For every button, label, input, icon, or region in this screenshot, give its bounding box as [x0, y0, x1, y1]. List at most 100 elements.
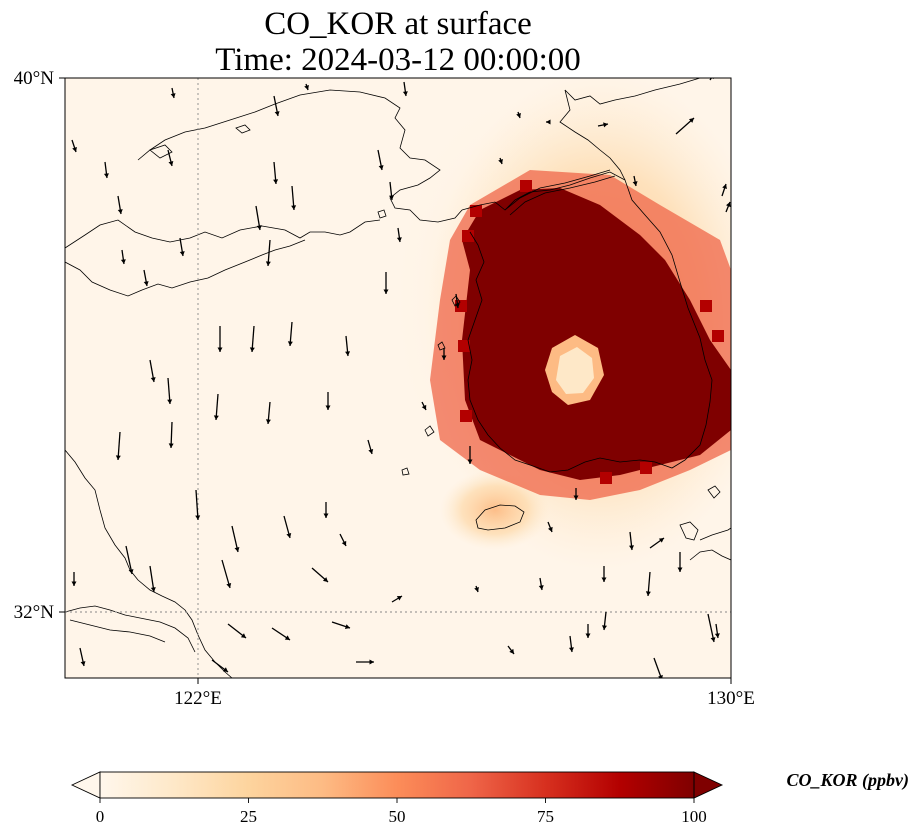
wind-arrow-head	[369, 659, 374, 665]
wind-arrow-head	[71, 581, 77, 586]
wind-arrow-head	[150, 587, 156, 592]
wind-arrow-head	[467, 459, 473, 464]
colorbar-ticks: 0 25 50 75 100	[96, 798, 707, 826]
wind-arrow-head	[516, 112, 521, 118]
wind-arrow-head	[454, 303, 460, 308]
wind-arrow-head	[645, 591, 651, 596]
wind-arrow-head	[170, 93, 176, 98]
wind-arrow-head	[284, 635, 290, 640]
wind-arrow-head	[249, 347, 255, 352]
wind-arrow-head	[498, 158, 503, 164]
lat-label-32: 32°N	[14, 602, 55, 623]
wind-arrow-shaft	[117, 431, 121, 461]
wind-arrow-head	[222, 667, 228, 672]
lon-label-130: 130°E	[707, 688, 755, 709]
wind-arrow-head	[240, 633, 246, 638]
wind-arrow-head	[538, 585, 544, 590]
wind-arrow-head	[396, 596, 402, 601]
plume-hole-center	[556, 347, 594, 394]
map-title: CO_KOR at surface	[264, 6, 532, 42]
wind-arrow-head	[629, 545, 634, 550]
colorbar: 0 25 50 75 100 CO_KOR (ppbv)	[70, 770, 909, 826]
wind-arrow-head	[325, 405, 331, 410]
wind-arrow-head	[396, 237, 402, 242]
colorbar-tick-label: 0	[96, 807, 105, 826]
wind-arrow-head	[677, 567, 683, 572]
colorbar-extend-low	[70, 771, 101, 799]
wind-arrow-head	[72, 146, 77, 152]
wind-arrow-head	[632, 181, 638, 186]
wind-arrow-shaft	[125, 545, 133, 575]
wind-arrow-head	[602, 625, 607, 630]
wind-arrow-head	[344, 624, 350, 629]
map-frame	[64, 77, 732, 679]
wind-arrow-head	[265, 419, 271, 424]
wind-arrow-head	[274, 111, 280, 116]
wind-arrow-head	[273, 179, 279, 184]
wind-arrow-head	[601, 577, 607, 582]
colorbar-tick-label: 75	[537, 807, 554, 826]
wind-arrow-head	[168, 161, 174, 166]
wind-arrow-head	[304, 84, 309, 90]
wind-arrow-head	[345, 351, 351, 356]
wind-arrow-head	[322, 577, 328, 582]
wind-arrow-head	[368, 448, 374, 454]
wind-arrow-head	[168, 443, 174, 448]
axis-ticks	[59, 77, 732, 684]
wind-arrow-head	[603, 122, 608, 128]
wind-arrow-head	[265, 261, 271, 266]
colorbar-extend-high	[693, 771, 724, 799]
colorbar-gradient	[100, 772, 694, 798]
colorbar-tick-label: 100	[681, 807, 707, 826]
wind-arrow-shaft	[709, 78, 713, 81]
wind-arrow-head	[323, 513, 329, 518]
wind-arrow-head	[441, 355, 447, 360]
colorbar-tick-label: 25	[240, 807, 257, 826]
map-area	[65, 78, 731, 678]
wind-arrow-head	[150, 377, 156, 382]
lon-label-122: 122°E	[174, 688, 222, 709]
wind-arrow-head	[421, 404, 427, 410]
wind-arrow-head	[548, 526, 553, 532]
wind-arrow-head	[115, 455, 121, 460]
gridlines	[65, 78, 731, 678]
wind-arrow-head	[389, 195, 394, 200]
lat-label-40: 40°N	[14, 68, 55, 89]
wind-arrow-head	[195, 515, 201, 520]
wind-arrow-head	[378, 165, 384, 170]
wind-arrow-shaft	[195, 489, 199, 521]
wind-arrow-head	[179, 251, 185, 256]
wind-arrow-head	[286, 533, 292, 538]
wind-arrow-head	[585, 633, 591, 638]
wind-arrow-head	[226, 582, 232, 588]
wind-vectors	[71, 78, 731, 678]
map-subtitle-time: Time: 2024-03-12 00:00:00	[215, 42, 581, 78]
wind-arrow-head	[217, 347, 223, 352]
wind-arrow-head	[117, 209, 123, 214]
wind-arrow-head	[568, 647, 574, 652]
concentration-field	[380, 78, 731, 570]
wind-arrow-head	[234, 547, 240, 552]
wind-arrow-head	[573, 495, 579, 500]
wind-arrow-head	[658, 538, 664, 543]
wind-arrow-head	[509, 648, 514, 654]
wind-arrow-head	[474, 586, 479, 592]
wind-arrow-head	[714, 633, 720, 638]
wind-arrow-head	[120, 259, 126, 264]
wind-arrow-head	[256, 225, 262, 230]
wind-arrow-head	[167, 399, 173, 404]
wind-arrow-head	[341, 540, 347, 546]
wind-arrow-head	[80, 661, 86, 666]
wind-arrow-head	[546, 119, 551, 125]
wind-arrow-head	[103, 173, 109, 178]
wind-arrow-head	[402, 91, 408, 96]
wind-arrow-head	[213, 415, 219, 420]
wind-arrow-head	[710, 637, 716, 642]
wind-arrow-head	[287, 341, 293, 346]
wind-arrow-head	[291, 205, 297, 210]
wind-arrow-head	[383, 289, 389, 294]
wind-arrow-head	[726, 202, 731, 208]
wind-arrow-shaft	[707, 613, 715, 643]
wind-arrow-head	[722, 184, 727, 190]
